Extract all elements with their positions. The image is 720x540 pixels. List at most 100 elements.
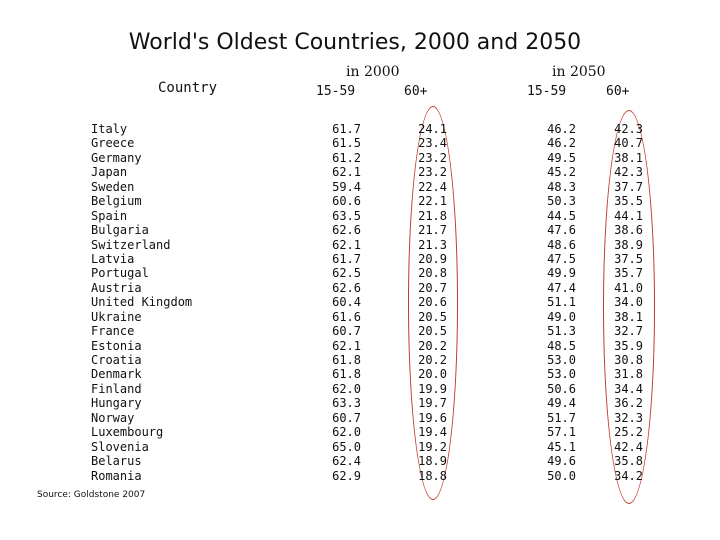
value-2000-15-59: 61.6	[332, 309, 361, 324]
value-2000-15-59: 61.7	[332, 251, 361, 266]
value-2000-15-59: 62.9	[332, 468, 361, 483]
country-cell: Croatia	[91, 353, 142, 367]
value-2050-60-plus: 38.9	[614, 237, 643, 252]
value-2050-60-plus: 41.0	[614, 280, 643, 295]
value-2000-60-plus: 20.5	[418, 324, 447, 339]
value-2000-15-59: 62.1	[332, 165, 361, 180]
header-2050-15-59: 15-59	[527, 84, 567, 99]
value-2000-60-plus: 21.3	[418, 237, 447, 252]
value-2050-60-plus: 35.9	[614, 338, 643, 353]
value-2000-60-plus: 20.8	[418, 266, 447, 281]
value-2000-60-plus: 18.8	[418, 468, 447, 483]
value-2000-15-59: 62.0	[332, 381, 361, 396]
value-2000-60-plus: 20.0	[418, 367, 447, 382]
country-cell: Ukraine	[91, 309, 142, 324]
value-2000-15-59: 61.2	[332, 150, 361, 165]
value-2000-15-59: 60.4	[332, 295, 361, 310]
country-cell: Spain	[91, 208, 128, 223]
value-2050-15-59: 46.2	[547, 122, 576, 136]
value-2050-60-plus: 37.5	[614, 251, 643, 266]
value-2050-60-plus: 36.2	[614, 396, 643, 411]
value-2050-15-59: 51.3	[547, 324, 576, 339]
value-2050-60-plus: 42.3	[614, 165, 643, 180]
value-2000-15-59: 65.0	[332, 439, 361, 454]
value-2050-60-plus: 44.1	[614, 208, 643, 223]
value-2000-60-plus: 18.9	[418, 454, 447, 469]
value-2050-60-plus: 38.6	[614, 223, 643, 238]
value-2050-60-plus: 32.7	[614, 324, 643, 339]
value-2000-60-plus: 19.7	[418, 396, 447, 411]
highlight-oval-2000-60-plus	[408, 106, 458, 500]
country-cell: Portugal	[91, 266, 149, 281]
value-2000-60-plus: 22.1	[418, 194, 447, 209]
value-2000-15-59: 62.6	[332, 280, 361, 295]
country-cell: Estonia	[91, 338, 142, 353]
value-2050-15-59: 47.6	[547, 223, 576, 238]
country-cell: Belarus	[91, 454, 142, 469]
country-cell: Latvia	[91, 251, 135, 266]
country-cell: United Kingdom	[91, 295, 193, 310]
country-cell: Luxembourg	[91, 425, 164, 440]
country-cell: Denmark	[91, 367, 142, 382]
value-2050-15-59: 50.0	[547, 468, 576, 483]
value-2000-60-plus: 20.9	[418, 251, 447, 266]
column-2000-60-plus: 24.1 23.4 23.2 23.2 22.4 22.1 21.8 21.7 21.3 20.9…	[412, 122, 447, 483]
country-cell: Sweden	[91, 179, 135, 194]
value-2050-60-plus: 38.1	[614, 150, 643, 165]
value-2050-60-plus: 34.0	[614, 295, 643, 310]
value-2000-60-plus: 23.2	[418, 165, 447, 180]
value-2000-60-plus: 20.2	[418, 338, 447, 353]
country-cell: Belgium	[91, 194, 142, 209]
value-2000-15-59: 61.8	[332, 353, 361, 367]
value-2050-60-plus: 34.4	[614, 381, 643, 396]
value-2000-60-plus: 19.6	[418, 410, 447, 425]
value-2050-15-59: 57.1	[547, 425, 576, 440]
value-2000-60-plus: 21.7	[418, 223, 447, 238]
value-2050-15-59: 50.3	[547, 194, 576, 209]
value-2000-15-59: 60.7	[332, 410, 361, 425]
value-2050-60-plus: 35.5	[614, 194, 643, 209]
country-cell: Japan	[91, 165, 128, 180]
value-2000-15-59: 63.5	[332, 208, 361, 223]
header-2000-60-plus: 60+	[404, 84, 428, 99]
value-2000-60-plus: 19.4	[418, 425, 447, 440]
header-2050-60-plus: 60+	[606, 84, 630, 99]
value-2050-15-59: 48.3	[547, 179, 576, 194]
country-cell: Bulgaria	[91, 223, 149, 238]
value-2000-60-plus: 20.7	[418, 280, 447, 295]
value-2050-15-59: 48.5	[547, 338, 576, 353]
country-cell: Hungary	[91, 396, 142, 411]
value-2050-15-59: 49.0	[547, 309, 576, 324]
header-2000-15-59: 15-59	[316, 84, 356, 99]
value-2050-15-59: 47.5	[547, 251, 576, 266]
value-2000-60-plus: 20.6	[418, 295, 447, 310]
highlight-oval-2050-60-plus	[603, 110, 655, 504]
value-2000-15-59: 62.4	[332, 454, 361, 469]
value-2000-60-plus: 24.1	[418, 122, 447, 136]
value-2050-15-59: 53.0	[547, 353, 576, 367]
value-2000-15-59: 62.0	[332, 425, 361, 440]
value-2000-60-plus: 23.4	[418, 136, 447, 151]
country-header: Country	[158, 80, 218, 96]
value-2000-15-59: 61.8	[332, 367, 361, 382]
group-header-2050: in 2050	[552, 64, 606, 80]
value-2050-15-59: 45.2	[547, 165, 576, 180]
country-cell: Finland	[91, 381, 142, 396]
country-column: Italy Greece Germany Japan Sweden Belgium Spai…	[91, 122, 192, 483]
country-cell: Italy	[91, 122, 128, 136]
column-2000-15-59: 61.7 61.5 61.2 62.1 59.4 60.6 63.5 62.6 62.1 61.7…	[326, 122, 361, 483]
value-2050-60-plus: 40.7	[614, 136, 643, 151]
country-cell: Romania	[91, 468, 142, 483]
value-2050-60-plus: 34.2	[614, 468, 643, 483]
value-2050-15-59: 49.9	[547, 266, 576, 281]
value-2050-15-59: 51.1	[547, 295, 576, 310]
column-2050-15-59: 46.2 46.2 49.5 45.2 48.3 50.3 44.5 47.6 48.6 47.5…	[541, 122, 576, 483]
value-2050-60-plus: 30.8	[614, 353, 643, 367]
country-cell: France	[91, 324, 135, 339]
value-2050-60-plus: 42.3	[614, 122, 643, 136]
value-2050-15-59: 49.6	[547, 454, 576, 469]
country-cell: Germany	[91, 150, 142, 165]
value-2000-60-plus: 21.8	[418, 208, 447, 223]
group-header-2000: in 2000	[346, 64, 400, 80]
value-2000-15-59: 62.1	[332, 237, 361, 252]
